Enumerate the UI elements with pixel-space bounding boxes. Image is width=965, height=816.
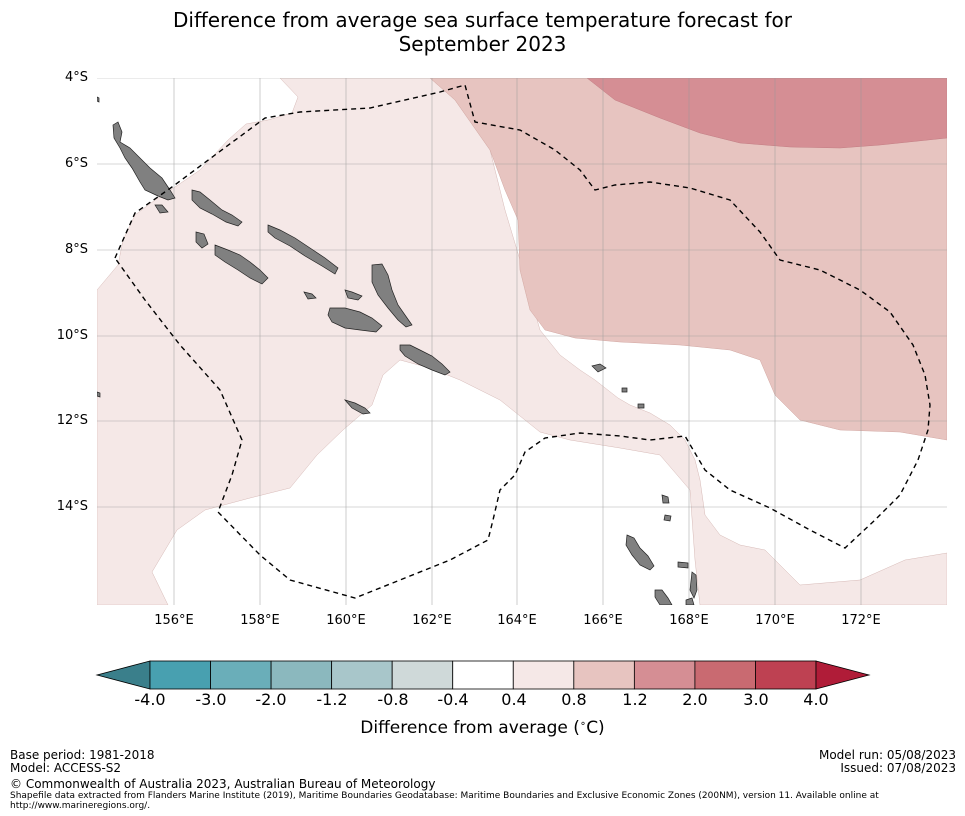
colorbar-tick: -0.8 (377, 690, 409, 709)
title-line-1: Difference from average sea surface temp… (172, 8, 792, 32)
lon-label-166e: 166°E (583, 613, 623, 628)
lat-label-4s: 4°S (64, 70, 88, 85)
lon-label-160e: 160°E (326, 613, 366, 628)
colorbar-segment (694, 660, 756, 690)
lon-label-158e: 158°E (240, 613, 280, 628)
colorbar-tick: 0.8 (561, 690, 587, 709)
colorbar-title-unit: C) (586, 718, 605, 738)
lon-label-162e: 162°E (412, 613, 452, 628)
anomaly-region-0-8-to-1-2 (429, 78, 947, 441)
island-choiseul (191, 189, 243, 227)
colorbar-extend-low (95, 660, 151, 690)
footer-right: Model run: 05/08/2023 Issued: 07/08/2023 (819, 749, 956, 775)
island-new-georgia (214, 244, 269, 285)
model-name: Model: ACCESS-S2 (10, 761, 122, 775)
lat-label-12s: 12°S (56, 413, 88, 428)
island-small-3 (97, 96, 100, 103)
map-title: Difference from average sea surface temp… (0, 8, 965, 56)
island-makira (399, 344, 451, 376)
anomaly-region-1-2-to-2-0 (586, 78, 947, 149)
colorbar-segment (210, 660, 272, 690)
colorbar-title: Difference from average (∘C) (0, 718, 965, 738)
island-small-2 (97, 391, 101, 398)
issued-date: Issued: 07/08/2023 (840, 761, 956, 775)
colorbar-segment (512, 660, 575, 690)
eez-solomon-islands (114, 84, 931, 599)
lon-label-156e: 156°E (154, 613, 194, 628)
lon-label-172e: 172°E (841, 613, 881, 628)
base-period: Base period: 1981-2018 (10, 748, 155, 762)
colorbar-tick: 4.0 (803, 690, 829, 709)
island-santa-cruz (591, 363, 607, 373)
lat-label-8s: 8°S (64, 242, 88, 257)
colorbar-extend-high (815, 660, 871, 690)
colorbar-segment (633, 660, 696, 690)
island-rennell (343, 399, 371, 415)
island-guadalcanal (327, 307, 383, 333)
island-pentecost (685, 597, 695, 605)
colorbar-segment (149, 660, 211, 690)
colorbar-tick: 2.0 (682, 690, 708, 709)
colorbar-segment (573, 660, 635, 690)
island-espiritu-santo (625, 534, 655, 571)
lat-label-10s: 10°S (56, 328, 88, 343)
land-masses (97, 96, 698, 605)
island-malaita (371, 263, 413, 328)
island-small-1 (637, 403, 645, 409)
colorbar-tick: 0.4 (501, 690, 527, 709)
island-banks (661, 494, 670, 504)
colorbar-title-degree: ∘ (579, 718, 587, 730)
island-bougainville (112, 121, 176, 201)
island-isabel (267, 224, 339, 275)
island-vanikoro (621, 387, 628, 393)
colorbar-tick: -1.2 (316, 690, 348, 709)
lon-label-170e: 170°E (755, 613, 795, 628)
colorbar (95, 660, 871, 690)
colorbar-segment (452, 660, 514, 690)
colorbar-tick: -0.4 (437, 690, 469, 709)
island-vella-lavella (195, 231, 209, 249)
island-ambae (677, 561, 689, 569)
colorbar-tick: -4.0 (134, 690, 166, 709)
island-gaua (663, 514, 672, 522)
lon-label-164e: 164°E (497, 613, 537, 628)
island-florida (344, 289, 363, 301)
colorbar-segment (270, 660, 333, 690)
colorbar-tick: -2.0 (255, 690, 287, 709)
colorbar-tick: 1.2 (622, 690, 648, 709)
colorbar-segment (331, 660, 393, 690)
island-russell (303, 291, 317, 300)
colorbar-segments (95, 660, 871, 690)
colorbar-segment (391, 660, 454, 690)
island-maewo (689, 571, 698, 599)
title-line-2: September 2023 (398, 32, 567, 56)
graticule (97, 78, 947, 605)
footer-left: Base period: 1981-2018 Model: ACCESS-S2 (10, 749, 155, 775)
copyright: © Commonwealth of Australia 2023, Austra… (10, 777, 436, 791)
colorbar-segment (755, 660, 817, 690)
shapefile-credit: Shapefile data extracted from Flanders M… (10, 791, 879, 811)
model-run: Model run: 05/08/2023 (818, 748, 956, 762)
island-shortland (154, 204, 169, 214)
lon-label-168e: 168°E (669, 613, 709, 628)
lat-label-6s: 6°S (64, 156, 88, 171)
island-malakula (654, 589, 673, 605)
lat-label-14s: 14°S (56, 499, 88, 514)
eez-boundaries (114, 84, 931, 599)
colorbar-tick: 3.0 (743, 690, 769, 709)
colorbar-tick: -3.0 (195, 690, 227, 709)
colorbar-title-text: Difference from average ( (360, 718, 580, 738)
